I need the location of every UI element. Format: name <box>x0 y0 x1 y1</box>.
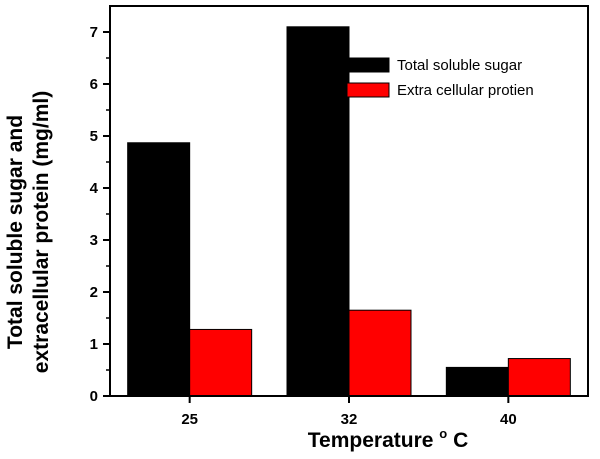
legend-swatch-protein <box>346 82 390 98</box>
y-tick-label-0: 0 <box>90 388 98 405</box>
y-axis-title-line2: extracellular protein (mg/ml) <box>30 91 53 373</box>
bar-protein-32 <box>348 309 412 397</box>
legend: Total soluble sugar Extra cellular protie… <box>346 57 534 99</box>
y-tick-label-6: 6 <box>90 76 98 93</box>
bar-sugar-25 <box>127 142 191 397</box>
bar-protein-25 <box>189 328 253 397</box>
x-tick-label-25: 25 <box>181 411 198 428</box>
legend-swatch-sugar <box>346 57 390 73</box>
legend-label-sugar: Total soluble sugar <box>397 57 522 74</box>
x-axis-title-text: Temperature <box>308 429 434 452</box>
x-axis-unit-superscript: o <box>439 426 447 441</box>
y-tick-label-3: 3 <box>90 232 98 249</box>
bars-layer <box>127 26 571 397</box>
y-tick-label-4: 4 <box>90 180 99 197</box>
x-tick-label-40: 40 <box>500 411 517 428</box>
bar-sugar-32 <box>286 26 350 397</box>
legend-label-protein: Extra cellular protien <box>397 82 534 99</box>
y-tick-label-2: 2 <box>90 284 98 301</box>
bar-protein-40 <box>507 358 571 397</box>
y-axis-title-line1: Total soluble sugar and <box>4 115 27 349</box>
x-axis-title: Temperature o C <box>308 420 468 452</box>
bar-sugar-40 <box>445 366 509 397</box>
x-ticks: 25 32 40 <box>181 396 517 428</box>
x-axis-unit: C <box>453 429 468 452</box>
y-tick-label-1: 1 <box>90 336 98 353</box>
y-ticks: 0 1 2 3 4 5 6 7 <box>90 24 110 405</box>
x-tick-label-32: 32 <box>341 411 358 428</box>
y-tick-label-7: 7 <box>90 24 98 41</box>
y-tick-label-5: 5 <box>90 128 98 145</box>
